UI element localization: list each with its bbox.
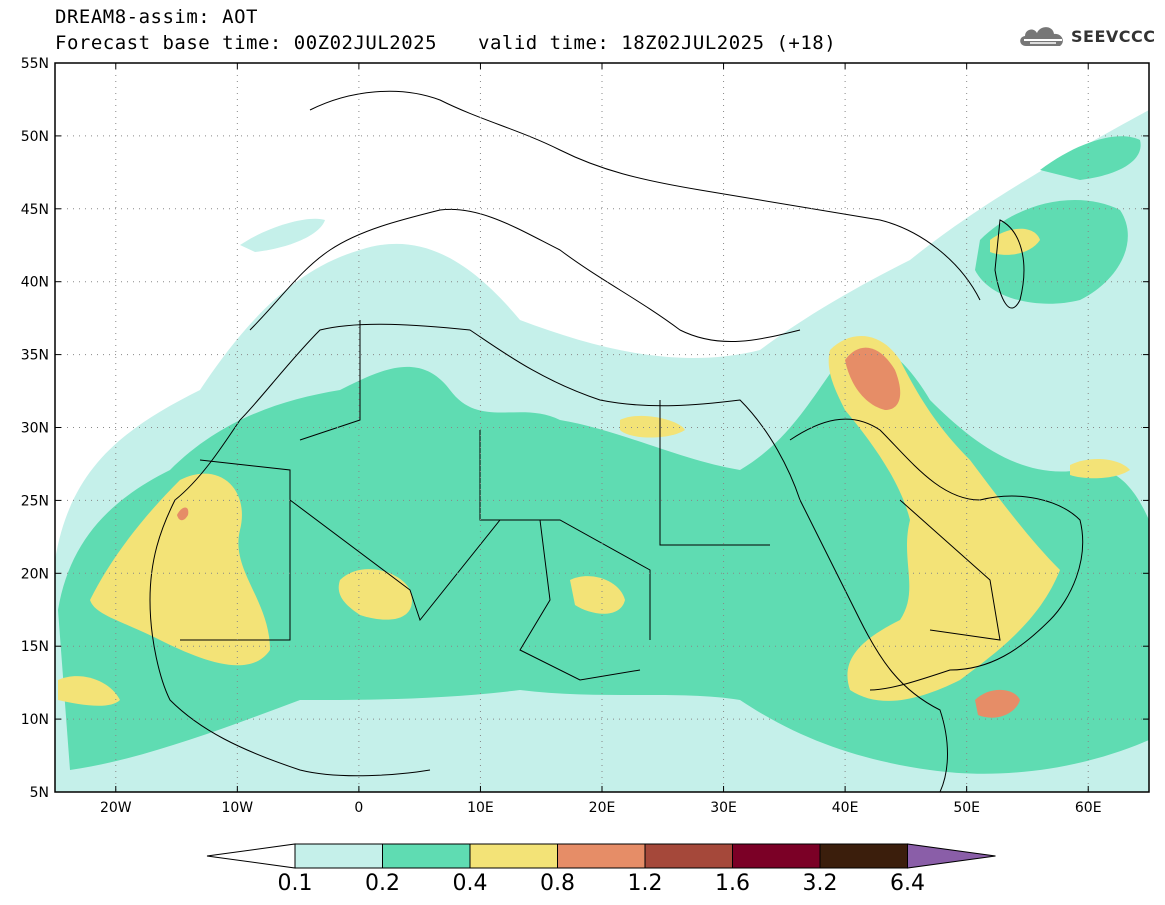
- lon-label: 0: [354, 800, 363, 816]
- aot-contour-0.2: [975, 200, 1128, 304]
- lat-label: 5N: [30, 785, 49, 801]
- colorbar-label: 0.2: [365, 871, 400, 896]
- lon-label: 20W: [100, 800, 132, 816]
- logo-text: SEEVCCC: [1071, 26, 1156, 46]
- colorbar-label: 0.4: [453, 871, 488, 896]
- aot-contour-0.4: [338, 569, 412, 620]
- colorbar-swatch: [557, 843, 646, 869]
- coastline-europe: [309, 90, 981, 301]
- aot-field: [55, 110, 1149, 792]
- aot-contour-0.1: [240, 218, 325, 252]
- coastline-arabia: [789, 418, 1084, 691]
- aot-contour-0.2: [1040, 136, 1141, 180]
- lon-axis: 20W 10W 0 10E 20E 30E 40E 50E 60E: [100, 800, 1102, 816]
- colorbar-swatch: [732, 843, 821, 869]
- lat-label: 20N: [21, 566, 49, 582]
- lon-label: 30E: [710, 800, 737, 816]
- colorbar-under-arrow: [206, 843, 296, 869]
- lat-label: 55N: [21, 56, 49, 72]
- colorbar-label: 3.2: [803, 871, 838, 896]
- valid-time: valid time: 18Z02JUL2025 (+18): [478, 32, 837, 54]
- colorbar-label: 1.2: [628, 871, 663, 896]
- coastline-caspian: [994, 219, 1025, 309]
- aot-contour-0.4: [570, 576, 625, 614]
- map-title: DREAM8-assim: AOT: [55, 6, 258, 28]
- lat-label: 15N: [21, 639, 49, 655]
- aot-contour-0.4: [58, 676, 120, 706]
- aot-contour-0.8: [177, 507, 189, 521]
- colorbar-swatch: [644, 843, 733, 869]
- colorbar-label: 6.4: [890, 871, 925, 896]
- lon-label: 40E: [832, 800, 859, 816]
- cloud-icon: [1020, 27, 1063, 46]
- colorbar-swatch: [469, 843, 558, 869]
- aot-contour-0.8: [845, 347, 901, 410]
- aot-contour-0.4: [90, 473, 270, 666]
- colorbar-over-arrow: [907, 843, 996, 869]
- lat-label: 30N: [21, 421, 49, 437]
- aot-contour-0.4: [828, 336, 1060, 701]
- lat-label: 25N: [21, 493, 49, 509]
- lon-label: 10W: [221, 800, 253, 816]
- seevccc-logo: SEEVCCC: [1016, 22, 1156, 50]
- lat-label: 45N: [21, 202, 49, 218]
- border: [180, 459, 291, 641]
- colorbar-swatch: [382, 843, 471, 869]
- lat-label: 10N: [21, 712, 49, 728]
- aot-contour-0.4: [1070, 458, 1130, 479]
- aot-contour-0.8: [975, 689, 1020, 718]
- coastline-africa-west: [239, 323, 948, 792]
- lon-label: 20E: [589, 800, 616, 816]
- lat-axis: 55N 50N 45N 40N 35N 30N 25N 20N 15N 10N 5N: [21, 56, 49, 801]
- colorbar: [206, 843, 996, 869]
- coastline-africa-west: [149, 419, 431, 777]
- axis-ticks: [55, 62, 1149, 793]
- lat-label: 40N: [21, 275, 49, 291]
- aot-contour-0.4: [620, 415, 685, 438]
- lon-label: 10E: [467, 800, 494, 816]
- lon-label: 50E: [953, 800, 980, 816]
- coastlines: [149, 90, 1084, 792]
- colorbar-swatch: [819, 843, 908, 869]
- colorbar-swatch: [294, 843, 383, 869]
- lon-label: 60E: [1075, 800, 1102, 816]
- border: [659, 400, 770, 546]
- lat-label: 35N: [21, 348, 49, 364]
- gridlines: [55, 63, 1149, 792]
- colorbar-label: 0.8: [540, 871, 575, 896]
- border: [299, 320, 361, 441]
- colorbar-label: 0.1: [278, 871, 313, 896]
- border: [899, 499, 1001, 641]
- colorbar-labels: 0.1 0.2 0.4 0.8 1.2 1.6 3.2 6.4: [278, 871, 926, 896]
- colorbar-label: 1.6: [715, 871, 750, 896]
- coastline-europe: [249, 208, 801, 343]
- lat-label: 50N: [21, 129, 49, 145]
- forecast-base-time: Forecast base time: 00Z02JUL2025: [55, 32, 438, 54]
- aot-contour-0.4: [990, 228, 1040, 255]
- border: [519, 519, 641, 681]
